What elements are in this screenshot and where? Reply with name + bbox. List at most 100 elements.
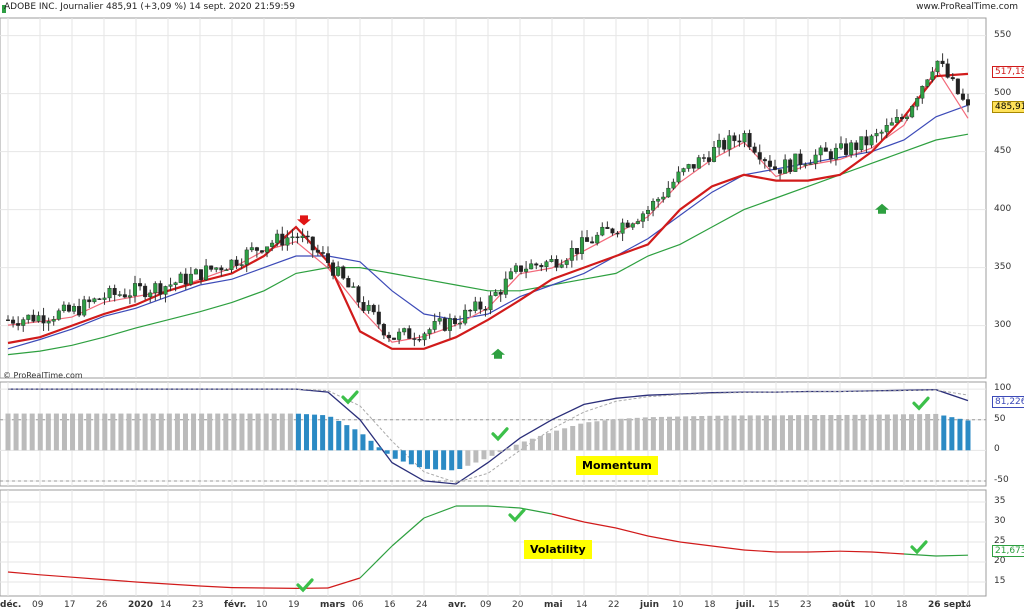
momentum-hist-bar: [731, 415, 737, 451]
candle-down: [381, 323, 386, 336]
candle-down: [41, 315, 46, 324]
candle-down: [610, 228, 615, 234]
candle-down: [554, 259, 559, 268]
candle-up: [712, 147, 717, 162]
momentum-hist-bar: [255, 413, 261, 451]
momentum-hist-bar: [279, 413, 285, 451]
candle-up: [432, 321, 437, 330]
momentum-hist-bar: [86, 413, 92, 451]
volatility-line-seg: [743, 549, 777, 553]
momentum-hist-bar: [70, 413, 76, 451]
candle-down: [442, 318, 447, 331]
volatility-y-tick: 20: [994, 556, 1006, 566]
candle-down: [407, 328, 412, 339]
candle-down: [158, 283, 163, 295]
x-tick-label: 10: [864, 600, 876, 610]
candle-up: [463, 309, 468, 324]
x-tick-label: déc.: [0, 600, 22, 610]
x-tick-label: juin: [640, 600, 659, 610]
x-tick-label: févr.: [224, 600, 247, 610]
volatility-label: Volatility: [524, 540, 592, 559]
x-tick-label: 10: [256, 600, 268, 610]
momentum-hist-bar: [368, 440, 374, 451]
candle-up: [544, 261, 549, 268]
candle-up: [117, 294, 122, 296]
candle-down: [701, 157, 706, 159]
candle-up: [447, 318, 452, 331]
volatility-line-seg: [7, 571, 41, 576]
candle-down: [752, 146, 757, 153]
site-link[interactable]: www.ProRealTime.com: [916, 2, 1018, 12]
momentum-hist-bar: [957, 418, 963, 451]
momentum-hist-bar: [376, 447, 382, 451]
momentum-hist-bar: [900, 414, 906, 451]
candle-up: [717, 139, 722, 148]
candle-up: [92, 298, 97, 303]
candle-up: [905, 116, 910, 119]
momentum-hist-bar: [142, 413, 148, 451]
momentum-hist-bar: [763, 415, 769, 451]
momentum-hist-bar: [521, 441, 527, 451]
candle-up: [214, 267, 219, 270]
candle-up: [36, 315, 41, 322]
x-tick-label: 23: [192, 600, 204, 610]
momentum-hist-bar: [828, 415, 834, 451]
candle-down: [798, 153, 803, 165]
candle-up: [188, 273, 193, 285]
candle-up: [879, 131, 884, 134]
momentum-hist-bar: [691, 416, 697, 451]
candle-up: [107, 287, 112, 299]
momentum-hist-bar: [917, 414, 923, 451]
momentum-hist-bar: [796, 415, 802, 451]
momentum-hist-bar: [586, 422, 592, 451]
x-tick-label: août: [832, 600, 855, 610]
candle-up: [620, 222, 625, 234]
candle-up: [56, 310, 61, 320]
momentum-hist-bar: [102, 413, 108, 451]
candle-down: [788, 159, 793, 172]
momentum-hist-bar: [158, 413, 164, 451]
x-tick-label: 14: [576, 600, 588, 610]
momentum-hist-bar: [949, 417, 955, 451]
volatility-line-seg: [647, 535, 681, 543]
candle-down: [534, 263, 539, 266]
momentum-hist-bar: [312, 414, 318, 451]
candle-up: [402, 328, 407, 333]
momentum-hist-bar: [594, 421, 600, 451]
momentum-hist-bar: [465, 450, 471, 466]
candle-down: [468, 309, 473, 312]
volatility-line-seg: [103, 579, 137, 583]
candle-down: [254, 247, 259, 251]
volatility-line-seg: [359, 545, 393, 579]
momentum-hist-bar: [812, 415, 818, 451]
momentum-hist-bar: [505, 448, 511, 451]
x-tick-label: mai: [544, 600, 563, 610]
candle-up: [839, 143, 844, 149]
candle-up: [193, 269, 198, 275]
candle-up: [102, 297, 107, 300]
candle-up: [422, 333, 427, 341]
x-tick-label: 10: [672, 600, 684, 610]
candle-up: [884, 125, 889, 133]
candle-down: [757, 152, 762, 160]
momentum-hist-bar: [45, 413, 51, 451]
volatility-line-seg: [135, 581, 169, 585]
candle-down: [778, 169, 783, 174]
candle-down: [320, 252, 325, 254]
x-tick-label: 23: [800, 600, 812, 610]
volatility-line-seg: [807, 550, 841, 553]
candle-up: [859, 136, 864, 150]
candle-up: [686, 164, 691, 169]
momentum-badge: 81,226: [992, 396, 1024, 408]
candle-up: [600, 226, 605, 236]
momentum-hist-bar: [755, 415, 761, 451]
candle-down: [625, 222, 630, 228]
candle-up: [920, 86, 925, 99]
momentum-hist-bar: [400, 450, 406, 462]
momentum-hist-bar: [513, 444, 519, 451]
volatility-y-tick: 15: [994, 576, 1006, 586]
candle-down: [605, 226, 610, 229]
x-tick-label: 26: [96, 600, 108, 610]
momentum-hist-bar: [779, 415, 785, 451]
momentum-hist-bar: [941, 415, 947, 451]
